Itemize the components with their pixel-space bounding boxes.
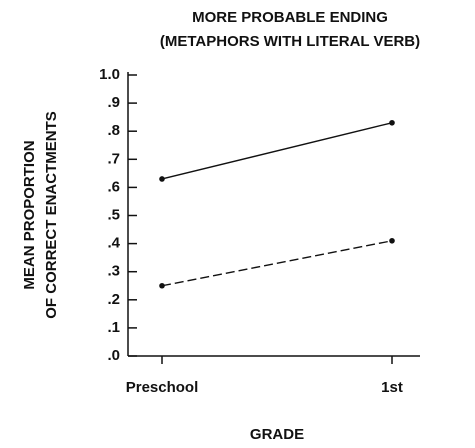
y-axis-label: MEAN PROPORTION [21,140,38,289]
x-tick-label: 1st [381,379,403,396]
y-tick-label: .3 [107,263,120,280]
y-tick-label: .1 [107,319,120,336]
y-tick-label: .6 [107,178,120,195]
y-axis-label: OF CORRECT ENACTMENTS [43,111,60,319]
data-point [159,176,165,182]
y-tick-label: 1.0 [99,66,120,83]
y-tick-label: .5 [107,206,120,223]
series-line [161,240,393,287]
series-line [161,122,393,180]
data-point [159,282,165,289]
y-tick-label: .8 [107,122,120,139]
y-tick-label: .7 [107,150,120,167]
y-tick-label: .9 [107,94,120,111]
y-tick-label: .4 [107,235,120,252]
y-tick-label: .0 [107,347,120,364]
data-point [389,237,395,244]
y-tick-label: .2 [107,291,120,308]
chart-title: (METAPHORS WITH LITERAL VERB) [160,33,420,50]
data-point [389,119,395,126]
chart-title: MORE PROBABLE ENDING [192,9,388,26]
x-axis-label: GRADE [250,426,304,443]
x-tick-label: Preschool [126,379,199,396]
